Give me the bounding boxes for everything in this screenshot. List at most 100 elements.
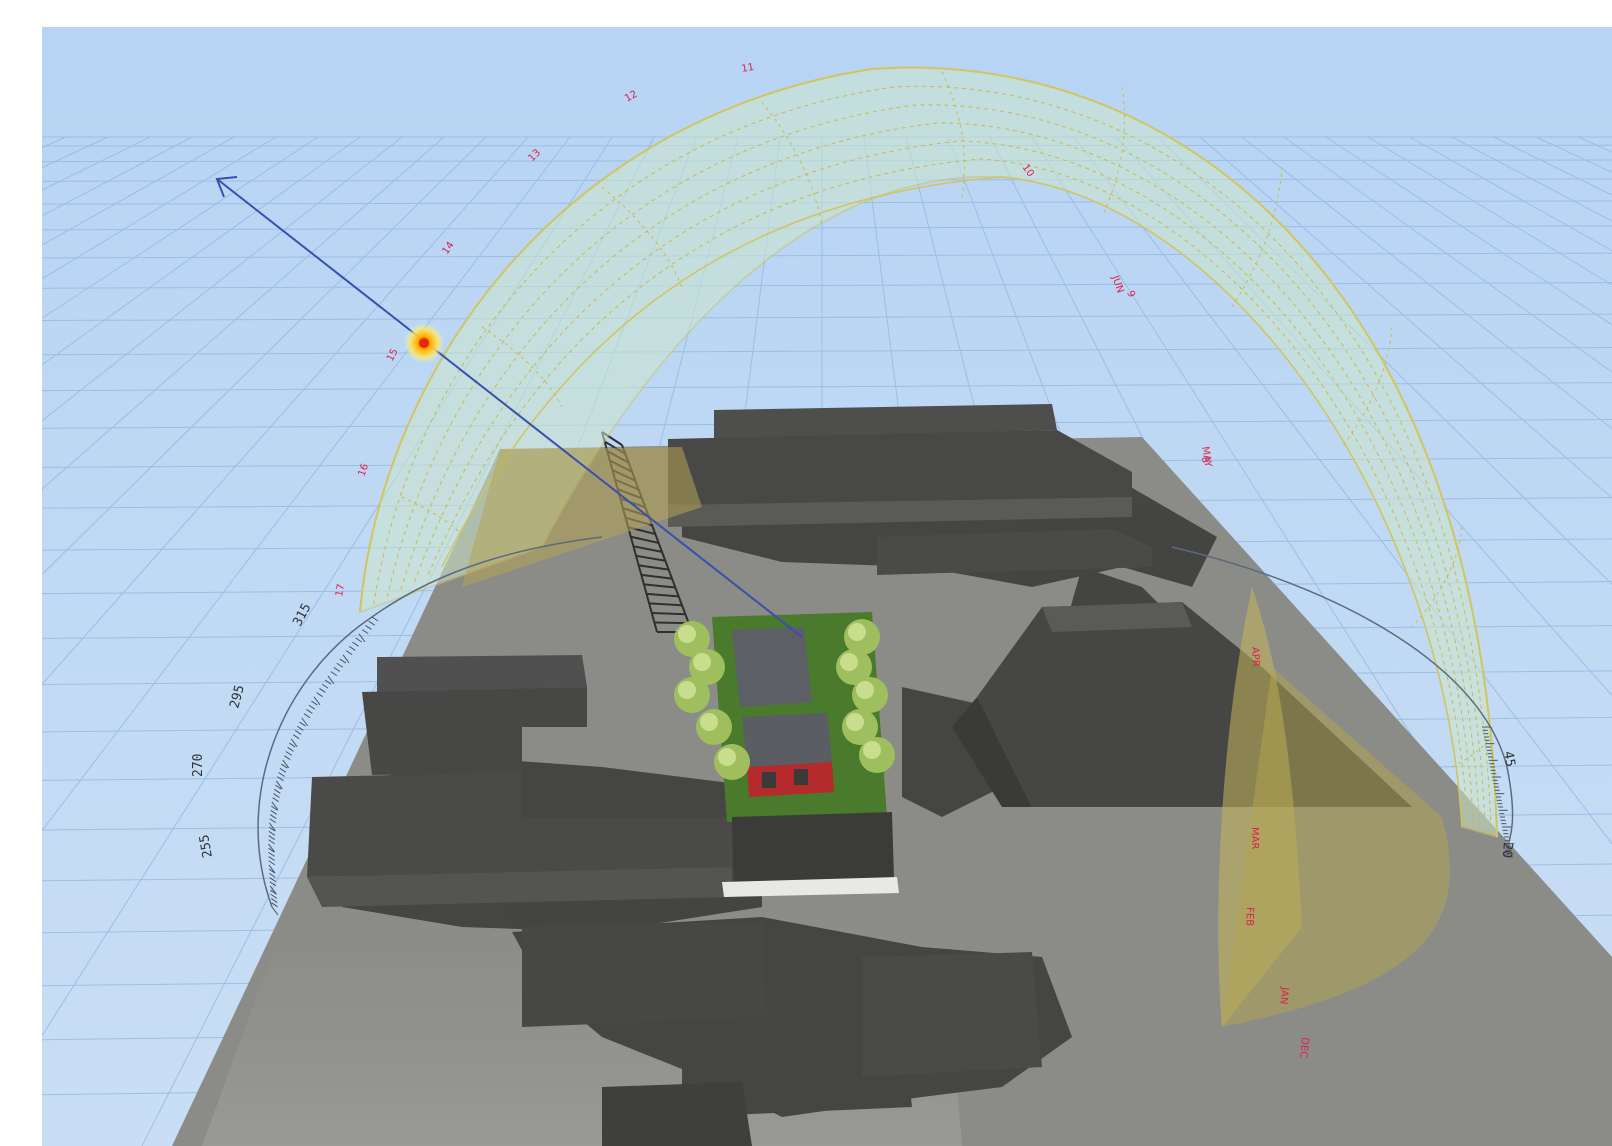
- compass-tick: [306, 709, 313, 714]
- compass-tick: [269, 814, 277, 819]
- month-line: [400, 122, 1480, 833]
- grid-line-v: [42, 136, 361, 366]
- compass-label: 45: [1500, 750, 1517, 768]
- compass-tick: [274, 788, 281, 794]
- compass-tick: [345, 650, 353, 656]
- hour-line: [481, 326, 563, 408]
- compass-tick: [281, 763, 288, 769]
- compass-tick: [268, 856, 275, 861]
- buildings: [307, 404, 1412, 1146]
- compass-label: 295: [227, 683, 248, 710]
- compass-tick: [316, 692, 323, 698]
- compass-tick: [271, 801, 279, 811]
- compass-tick: [296, 725, 304, 731]
- tower-rung: [646, 592, 679, 598]
- compass-tick: [268, 843, 275, 853]
- hour-line: [1101, 86, 1125, 218]
- month-label: FEB: [1243, 907, 1255, 926]
- compass-arc-right: [1171, 546, 1514, 858]
- month-label: APR: [1249, 647, 1261, 667]
- building-north-front: [668, 497, 1132, 527]
- trees: [674, 619, 895, 780]
- compass-tick: [352, 641, 359, 647]
- compass-tick: [283, 755, 291, 761]
- compass-tick: [268, 847, 275, 853]
- month-label: JAN: [1278, 986, 1291, 1005]
- month-line: [414, 140, 1475, 831]
- building-south-3: [862, 952, 1042, 1077]
- compass-tick: [313, 696, 321, 706]
- compass-tick: [299, 721, 306, 727]
- street-strip: [722, 877, 899, 897]
- compass-tick: [270, 898, 278, 904]
- month-label: DEC: [1297, 1037, 1310, 1059]
- house-wall: [747, 762, 834, 797]
- tree-highlight: [678, 681, 696, 699]
- hour-line: [761, 101, 823, 228]
- compass-arc-left: [257, 536, 603, 908]
- compass-tick: [365, 624, 372, 630]
- 3d-viewport[interactable]: 17 16 15 14 13 12 11 10 9 8 JUN MAY APR MAR FEB JAN DEC…: [42, 27, 1612, 1146]
- compass-tick: [358, 633, 366, 643]
- dome-shade-right: [1222, 667, 1451, 1027]
- compass-tick: [270, 809, 277, 815]
- compass-tick: [311, 700, 318, 706]
- winter-arc: [441, 176, 1463, 828]
- compass-tick: [272, 797, 279, 803]
- compass-tick: [282, 759, 290, 769]
- compass-label: 270: [191, 754, 206, 777]
- dome-shade-left: [462, 447, 702, 587]
- building-south-4: [602, 1082, 752, 1146]
- compass-tick: [279, 767, 287, 773]
- compass-tick: [269, 885, 277, 895]
- compass-tick: [287, 746, 294, 752]
- tree-highlight: [693, 653, 711, 671]
- grid-line-v: [1199, 136, 1612, 499]
- grid-line-v: [1241, 136, 1612, 430]
- hour-label: 16: [356, 462, 371, 478]
- month-label: MAR: [1249, 827, 1260, 849]
- building-north-body: [668, 430, 1132, 505]
- tower-rung: [638, 564, 669, 571]
- tree-highlight: [718, 748, 736, 766]
- grid-line-v: [1325, 136, 1612, 326]
- compass-tick: [268, 830, 276, 836]
- compass-tick: [339, 658, 347, 664]
- summer-arc: [359, 66, 1498, 838]
- compass-label: 255: [197, 833, 216, 859]
- compass-tick: [336, 662, 344, 668]
- compass-tick: [333, 667, 341, 672]
- hour-line: [401, 496, 473, 548]
- hour-line: [1411, 526, 1463, 628]
- compass-tick: [319, 688, 326, 693]
- building-west-step: [307, 867, 732, 907]
- grid-line-v: [42, 136, 571, 832]
- hour-label: 17: [334, 583, 347, 597]
- grid-line-h: [42, 252, 1612, 259]
- compass-tick: [273, 793, 280, 798]
- grid-line-v: [42, 136, 319, 319]
- tower-rung: [630, 535, 659, 544]
- compass-tick: [292, 734, 300, 740]
- grid-line-v: [42, 136, 445, 490]
- compass-tick: [290, 738, 298, 748]
- tree-highlight: [856, 681, 874, 699]
- grid-line-v: [42, 136, 487, 576]
- tower-rung: [633, 545, 663, 553]
- building-west-lower: [307, 772, 732, 877]
- building-south-1: [522, 922, 767, 1027]
- house-lot: [712, 612, 899, 897]
- grid-line-h: [42, 282, 1612, 289]
- tree-highlight: [846, 713, 864, 731]
- compass-tick: [268, 860, 276, 866]
- compass-tick: [268, 826, 276, 832]
- tower-rung: [643, 583, 676, 589]
- sun-direction-vector: [215, 176, 803, 638]
- building-north-step: [877, 529, 1152, 575]
- sun-icon[interactable]: [419, 338, 429, 348]
- hour-label: 15: [385, 347, 401, 363]
- sun-marker[interactable]: [404, 323, 444, 363]
- tower-rung: [635, 554, 666, 562]
